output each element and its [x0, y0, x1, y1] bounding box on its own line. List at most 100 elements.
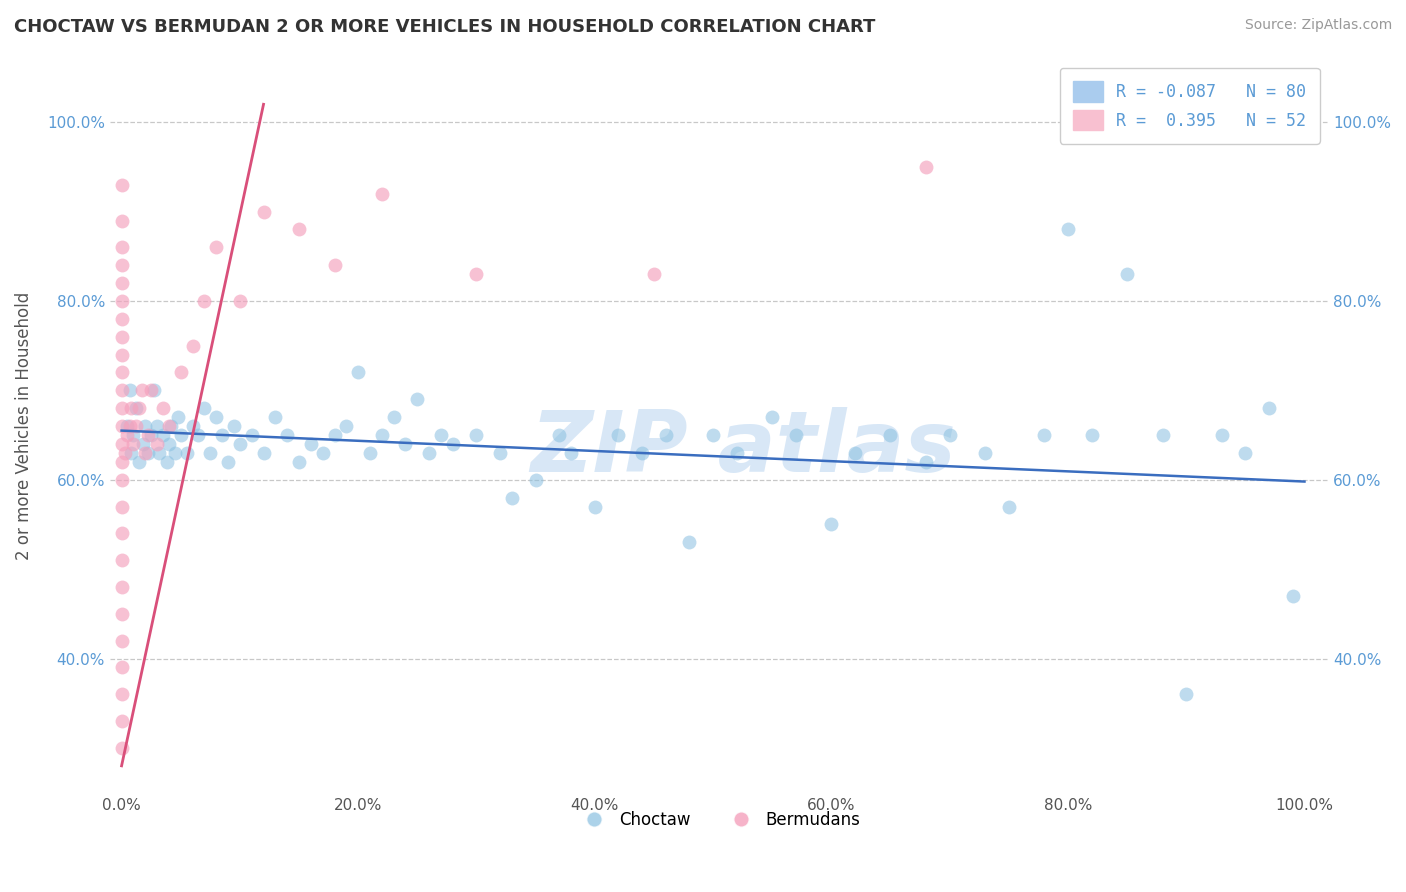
Point	[347, 366, 370, 380]
Text: ZIP atlas: ZIP atlas	[530, 407, 956, 490]
Point	[252, 204, 274, 219]
Point	[323, 258, 346, 272]
Point	[114, 446, 136, 460]
Point	[110, 419, 132, 434]
Point	[489, 446, 512, 460]
Point	[110, 348, 132, 362]
Point	[441, 437, 464, 451]
Point	[1175, 687, 1198, 701]
Point	[1080, 428, 1102, 442]
Point	[371, 428, 394, 442]
Point	[146, 437, 169, 451]
Point	[110, 455, 132, 469]
Point	[607, 428, 630, 442]
Legend: Choctaw, Bermudans: Choctaw, Bermudans	[571, 805, 868, 836]
Point	[702, 428, 724, 442]
Point	[160, 419, 183, 434]
Point	[120, 446, 142, 460]
Point	[110, 660, 132, 674]
Point	[323, 428, 346, 442]
Point	[1116, 267, 1139, 281]
Point	[288, 222, 311, 236]
Point	[110, 500, 132, 514]
Point	[167, 410, 190, 425]
Point	[229, 437, 252, 451]
Point	[110, 366, 132, 380]
Point	[110, 240, 132, 254]
Point	[725, 446, 748, 460]
Point	[117, 428, 139, 442]
Point	[157, 419, 180, 434]
Point	[879, 428, 901, 442]
Point	[229, 293, 252, 308]
Point	[181, 419, 204, 434]
Point	[1281, 589, 1303, 603]
Point	[155, 455, 177, 469]
Point	[110, 473, 132, 487]
Point	[110, 526, 132, 541]
Point	[193, 293, 215, 308]
Point	[382, 410, 405, 425]
Point	[501, 491, 523, 505]
Point	[394, 437, 416, 451]
Point	[524, 473, 547, 487]
Point	[110, 714, 132, 728]
Point	[222, 419, 245, 434]
Point	[110, 276, 132, 290]
Point	[110, 401, 132, 416]
Point	[110, 178, 132, 192]
Point	[110, 607, 132, 621]
Point	[371, 186, 394, 201]
Point	[631, 446, 654, 460]
Point	[187, 428, 209, 442]
Point	[205, 410, 228, 425]
Point	[132, 437, 155, 451]
Point	[117, 419, 139, 434]
Point	[134, 419, 156, 434]
Point	[163, 446, 186, 460]
Point	[146, 419, 169, 434]
Point	[110, 311, 132, 326]
Point	[264, 410, 287, 425]
Point	[359, 446, 381, 460]
Point	[299, 437, 322, 451]
Point	[181, 339, 204, 353]
Point	[217, 455, 239, 469]
Text: CHOCTAW VS BERMUDAN 2 OR MORE VEHICLES IN HOUSEHOLD CORRELATION CHART: CHOCTAW VS BERMUDAN 2 OR MORE VEHICLES I…	[14, 18, 876, 36]
Point	[110, 258, 132, 272]
Point	[110, 553, 132, 567]
Point	[110, 580, 132, 594]
Point	[1152, 428, 1174, 442]
Point	[128, 455, 150, 469]
Y-axis label: 2 or more Vehicles in Household: 2 or more Vehicles in Household	[15, 292, 32, 560]
Point	[128, 401, 150, 416]
Point	[110, 293, 132, 308]
Point	[125, 419, 148, 434]
Point	[785, 428, 807, 442]
Point	[193, 401, 215, 416]
Point	[1057, 222, 1080, 236]
Point	[110, 687, 132, 701]
Point	[205, 240, 228, 254]
Point	[997, 500, 1019, 514]
Point	[176, 446, 198, 460]
Point	[915, 160, 938, 174]
Point	[170, 428, 193, 442]
Point	[200, 446, 222, 460]
Point	[1033, 428, 1056, 442]
Point	[136, 428, 159, 442]
Point	[915, 455, 938, 469]
Point	[548, 428, 571, 442]
Point	[157, 437, 180, 451]
Point	[136, 446, 159, 460]
Point	[430, 428, 453, 442]
Point	[465, 267, 488, 281]
Point	[110, 633, 132, 648]
Point	[110, 384, 132, 398]
Point	[252, 446, 274, 460]
Point	[583, 500, 606, 514]
Point	[211, 428, 233, 442]
Point	[974, 446, 997, 460]
Point	[560, 446, 582, 460]
Point	[141, 428, 163, 442]
